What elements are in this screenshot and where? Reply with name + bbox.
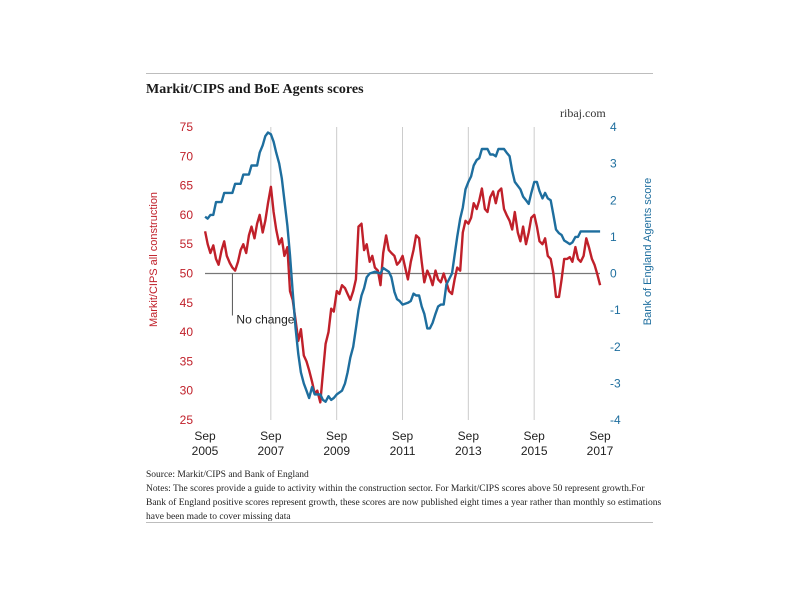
no-change-annotation: No change bbox=[236, 313, 294, 327]
x-tick-month: Sep bbox=[260, 429, 282, 443]
boe-series-line bbox=[204, 131, 601, 403]
right-tick-label: 2 bbox=[610, 193, 617, 207]
x-tick-year: 2005 bbox=[192, 444, 219, 458]
x-tick-month: Sep bbox=[523, 429, 545, 443]
right-axis-ticks: -4 -3 -2 -1 0 1 2 3 4 bbox=[610, 120, 621, 427]
right-tick-label: 0 bbox=[610, 267, 617, 281]
left-tick-label: 25 bbox=[180, 413, 194, 427]
right-tick-label: -2 bbox=[610, 340, 621, 354]
x-tick-month: Sep bbox=[458, 429, 480, 443]
left-axis-ticks: 25 30 35 40 45 50 55 60 65 70 75 bbox=[180, 120, 194, 427]
left-tick-label: 50 bbox=[180, 267, 194, 281]
left-tick-label: 60 bbox=[180, 208, 194, 222]
right-axis-label: Bank of England Agents score bbox=[642, 178, 654, 325]
left-tick-label: 30 bbox=[180, 384, 194, 398]
left-tick-label: 70 bbox=[180, 149, 194, 163]
left-tick-label: 35 bbox=[180, 354, 194, 368]
right-tick-label: -1 bbox=[610, 303, 621, 317]
x-tick-year: 2017 bbox=[587, 444, 614, 458]
source-text: Source: Markit/CIPS and Bank of England bbox=[146, 470, 309, 480]
source-notes: Source: Markit/CIPS and Bank of England … bbox=[146, 468, 666, 524]
left-tick-label: 40 bbox=[180, 325, 194, 339]
series-lines bbox=[203, 131, 602, 404]
x-tick-month: Sep bbox=[326, 429, 348, 443]
right-tick-label: -3 bbox=[610, 376, 621, 390]
x-axis-ticks: Sep2005Sep2007Sep2009Sep2011Sep2013Sep20… bbox=[192, 429, 614, 458]
x-tick-year: 2011 bbox=[390, 444, 416, 458]
x-tick-year: 2009 bbox=[323, 444, 350, 458]
right-tick-label: 4 bbox=[610, 120, 617, 134]
markit-series-line bbox=[203, 185, 602, 404]
left-tick-label: 45 bbox=[180, 296, 194, 310]
right-tick-label: 1 bbox=[610, 230, 617, 244]
left-tick-label: 75 bbox=[180, 120, 194, 134]
right-tick-label: 3 bbox=[610, 157, 617, 171]
top-rule bbox=[146, 73, 653, 74]
bottom-rule bbox=[146, 522, 653, 523]
notes-text: Notes: The scores provide a guide to act… bbox=[146, 484, 662, 522]
credit-label: ribaj.com bbox=[560, 106, 606, 120]
x-tick-month: Sep bbox=[392, 429, 414, 443]
right-tick-label: -4 bbox=[610, 413, 621, 427]
x-tick-year: 2015 bbox=[521, 444, 548, 458]
x-tick-month: Sep bbox=[194, 429, 216, 443]
left-tick-label: 55 bbox=[180, 237, 194, 251]
left-tick-label: 65 bbox=[180, 179, 194, 193]
x-tick-month: Sep bbox=[589, 429, 611, 443]
x-tick-year: 2007 bbox=[257, 444, 284, 458]
x-tick-year: 2013 bbox=[455, 444, 482, 458]
chart-title: Markit/CIPS and BoE Agents scores bbox=[146, 82, 364, 97]
left-axis-label: Markit/CIPS all construction bbox=[148, 192, 160, 327]
